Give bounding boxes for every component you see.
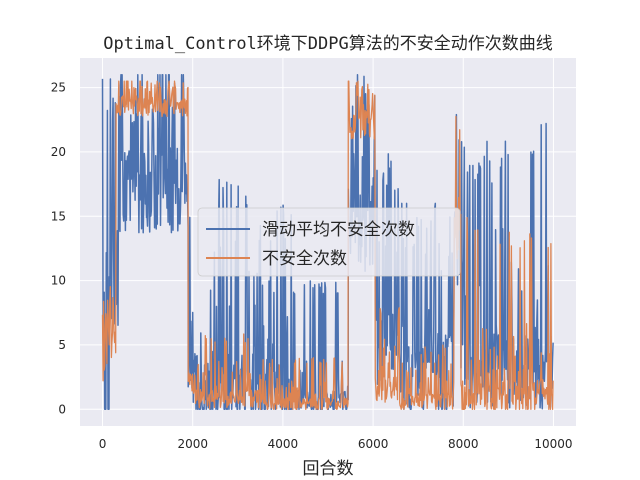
x-tick-label: 0 <box>99 437 107 451</box>
legend-label-smoothed: 滑动平均不安全次数 <box>262 220 415 240</box>
x-axis-label: 回合数 <box>303 459 354 479</box>
chart-title: Optimal_Control环境下DDPG算法的不安全动作次数曲线 <box>103 34 552 54</box>
y-tick-label: 5 <box>58 338 66 352</box>
x-tick-label: 10000 <box>534 437 572 451</box>
y-tick-label: 15 <box>51 209 66 223</box>
legend: 滑动平均不安全次数 不安全次数 <box>197 207 461 277</box>
y-tick-label: 10 <box>51 274 66 288</box>
ticks: 0 2000 4000 6000 8000 10000 0 5 10 15 20 25 <box>51 81 573 451</box>
y-tick-label: 25 <box>51 81 66 95</box>
x-tick-label: 6000 <box>358 437 389 451</box>
series-layer <box>101 73 554 411</box>
x-tick-label: 2000 <box>177 437 208 451</box>
x-tick-label: 4000 <box>268 437 299 451</box>
y-tick-label: 0 <box>58 402 66 416</box>
legend-box <box>197 207 461 277</box>
y-tick-label: 20 <box>51 145 66 159</box>
x-tick-label: 8000 <box>448 437 479 451</box>
legend-label-raw: 不安全次数 <box>262 249 347 269</box>
series-line-raw <box>101 80 554 410</box>
